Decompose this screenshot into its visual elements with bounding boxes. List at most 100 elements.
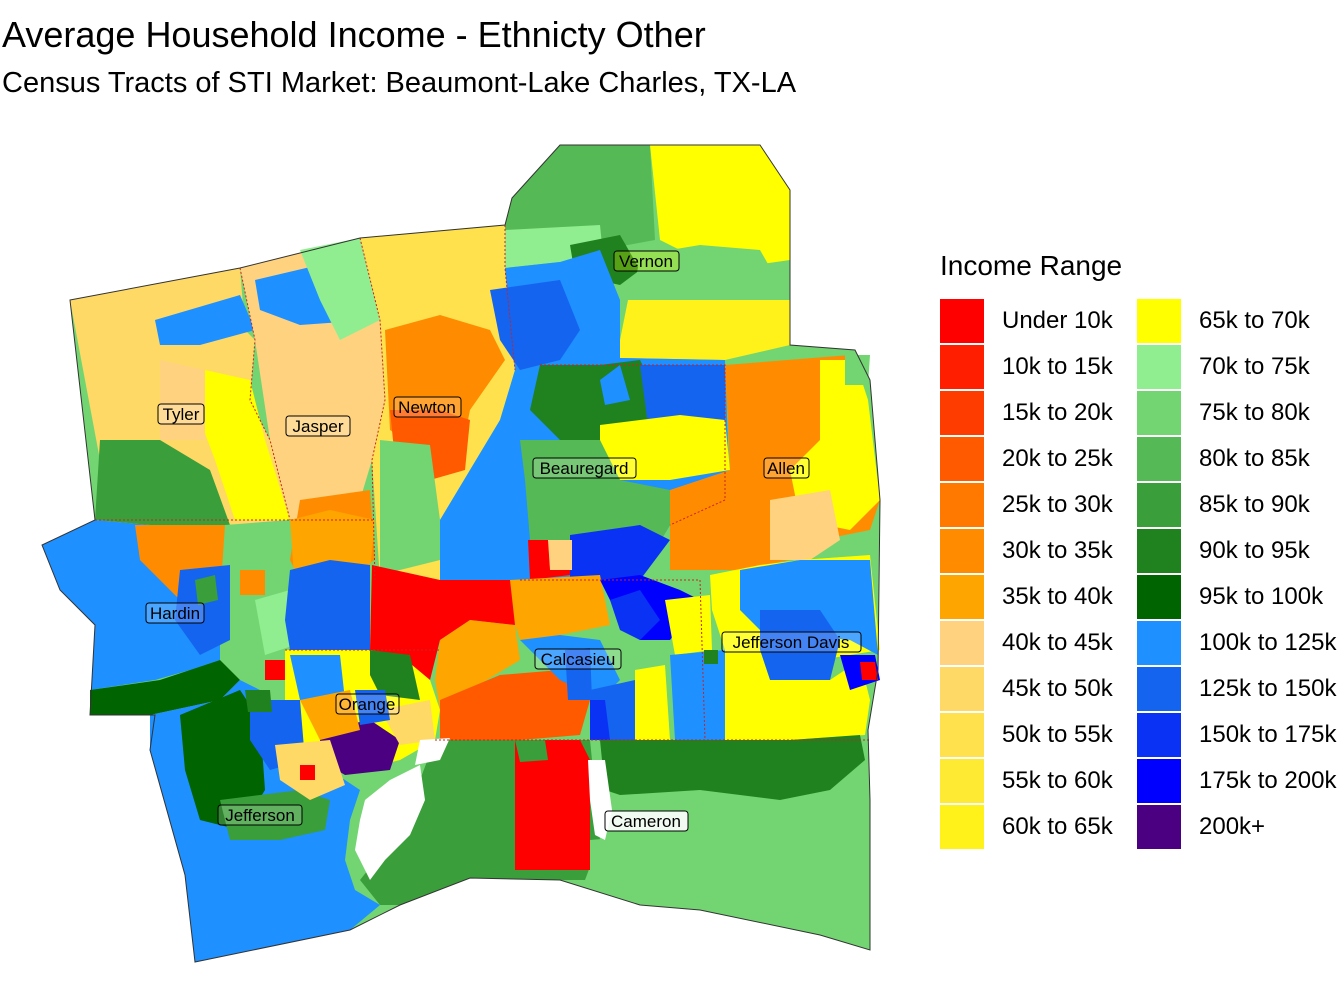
legend-label: 90k to 95k	[1199, 537, 1310, 564]
legend-swatch	[940, 575, 984, 619]
legend-swatch	[1137, 575, 1181, 619]
county-label-jasper: Jasper	[285, 415, 351, 437]
legend-swatch	[940, 529, 984, 573]
legend-item: 60k to 65k	[940, 804, 1137, 850]
svg-text:Calcasieu: Calcasieu	[541, 650, 616, 669]
legend-item: 20k to 25k	[940, 436, 1137, 482]
legend-item: 15k to 20k	[940, 390, 1137, 436]
legend-label: 60k to 65k	[1002, 813, 1113, 840]
legend-item: 175k to 200k	[1137, 758, 1337, 804]
legend-label: 75k to 80k	[1199, 399, 1310, 426]
legend-item: 150k to 175k	[1137, 712, 1337, 758]
legend-item: 65k to 70k	[1137, 298, 1334, 344]
legend-label: 200k+	[1199, 813, 1266, 840]
legend-swatch	[940, 621, 984, 665]
legend-item: 35k to 40k	[940, 574, 1137, 620]
legend-swatch	[1137, 713, 1181, 757]
legend-item: 80k to 85k	[1137, 436, 1334, 482]
svg-text:Newton: Newton	[398, 398, 456, 417]
legend-swatch	[1137, 483, 1181, 527]
svg-text:Cameron: Cameron	[611, 812, 681, 831]
legend-swatch	[940, 667, 984, 711]
legend-swatch	[1137, 437, 1181, 481]
legend-item: 95k to 100k	[1137, 574, 1334, 620]
svg-text:Beauregard: Beauregard	[540, 459, 629, 478]
svg-text:Jefferson Davis: Jefferson Davis	[733, 633, 850, 652]
legend-label: 10k to 15k	[1002, 353, 1113, 380]
legend-label: 125k to 150k	[1199, 675, 1337, 702]
legend-column-1: Under 10k 10k to 15k 15k to 20k 20k to 25k 2…	[940, 298, 1137, 850]
legend-swatch	[940, 299, 984, 343]
county-labels: Vernon Tyler Jasper Newton Beauregard Al…	[145, 250, 862, 832]
legend-item: 25k to 30k	[940, 482, 1137, 528]
legend-label: 80k to 85k	[1199, 445, 1310, 472]
legend-swatch	[1137, 805, 1181, 849]
legend-item: 55k to 60k	[940, 758, 1137, 804]
legend-swatch	[1137, 391, 1181, 435]
county-label-allen: Allen	[763, 457, 810, 479]
legend-label: 70k to 75k	[1199, 353, 1310, 380]
legend-label: 95k to 100k	[1199, 583, 1324, 610]
legend-label: 35k to 40k	[1002, 583, 1113, 610]
county-label-tyler: Tyler	[157, 403, 205, 425]
map-outline	[41, 144, 881, 963]
county-label-hardin: Hardin	[145, 602, 205, 624]
legend-label: 100k to 125k	[1199, 629, 1337, 656]
sabine-lake	[355, 765, 425, 880]
legend-label: 50k to 55k	[1002, 721, 1113, 748]
county-label-vernon: Vernon	[613, 250, 680, 272]
county-label-beauregard: Beauregard	[532, 457, 637, 479]
choropleth-map: Vernon Tyler Jasper Newton Beauregard Al…	[0, 130, 900, 990]
county-label-orange: Orange	[335, 693, 400, 715]
map-subtitle: Census Tracts of STI Market: Beaumont-La…	[2, 67, 797, 99]
legend-item: 100k to 125k	[1137, 620, 1337, 666]
legend-swatch	[1137, 667, 1181, 711]
legend-swatch	[1137, 345, 1181, 389]
legend-item: 40k to 45k	[940, 620, 1137, 666]
county-label-calcasieu: Calcasieu	[534, 648, 622, 670]
county-label-jefferson: Jefferson	[217, 804, 303, 826]
legend-title: Income Range	[940, 250, 1123, 281]
legend-item: 75k to 80k	[1137, 390, 1334, 436]
map-regions	[42, 145, 880, 962]
legend-item: Under 10k	[940, 298, 1137, 344]
county-label-jefferson-davis: Jefferson Davis	[721, 631, 862, 653]
legend-label: 15k to 20k	[1002, 399, 1113, 426]
income-legend: Income Range Under 10k 10k to 15k 15k to 2…	[940, 250, 1337, 850]
legend-column-2: 65k to 70k 70k to 75k 75k to 80k 80k to 85k…	[1137, 298, 1337, 850]
legend-item: 30k to 35k	[940, 528, 1137, 574]
legend-label: 45k to 50k	[1002, 675, 1113, 702]
legend-label: 175k to 200k	[1199, 767, 1337, 794]
legend-label: 65k to 70k	[1199, 307, 1310, 334]
county-label-cameron: Cameron	[604, 810, 689, 832]
legend-swatch	[1137, 529, 1181, 573]
svg-text:Hardin: Hardin	[150, 604, 200, 623]
legend-swatch	[1137, 759, 1181, 803]
svg-text:Allen: Allen	[767, 459, 805, 478]
legend-swatch	[940, 483, 984, 527]
svg-text:Jasper: Jasper	[292, 417, 343, 436]
legend-label: 30k to 35k	[1002, 537, 1113, 564]
svg-text:Orange: Orange	[339, 695, 396, 714]
legend-swatch	[940, 437, 984, 481]
svg-text:Vernon: Vernon	[619, 252, 673, 271]
svg-text:Jefferson: Jefferson	[225, 806, 295, 825]
legend-swatch	[940, 391, 984, 435]
legend-swatch	[1137, 621, 1181, 665]
legend-label: 55k to 60k	[1002, 767, 1113, 794]
legend-label: 20k to 25k	[1002, 445, 1113, 472]
legend-swatch	[1137, 299, 1181, 343]
legend-item: 85k to 90k	[1137, 482, 1334, 528]
legend-label: 25k to 30k	[1002, 491, 1113, 518]
county-boundaries	[95, 225, 870, 741]
legend-item: 125k to 150k	[1137, 666, 1337, 712]
legend-item: 200k+	[1137, 804, 1334, 850]
legend-label: Under 10k	[1002, 307, 1113, 334]
svg-text:Tyler: Tyler	[163, 405, 200, 424]
legend-columns: Under 10k 10k to 15k 15k to 20k 20k to 25k 2…	[940, 298, 1337, 850]
legend-swatch	[940, 713, 984, 757]
legend-label: 40k to 45k	[1002, 629, 1113, 656]
legend-label: 150k to 175k	[1199, 721, 1337, 748]
county-label-newton: Newton	[393, 396, 462, 418]
legend-swatch	[940, 759, 984, 803]
